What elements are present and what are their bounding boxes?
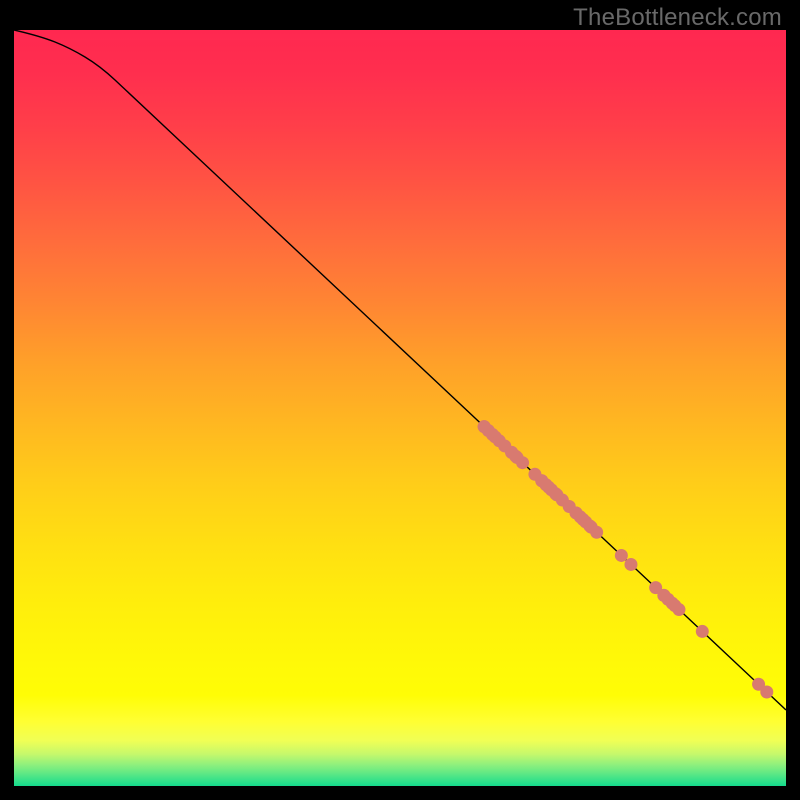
frame-right (786, 0, 800, 800)
chart-background (14, 30, 786, 786)
watermark-text: TheBottleneck.com (573, 4, 782, 32)
frame-left (0, 0, 14, 800)
data-point (516, 456, 529, 469)
chart-stage: TheBottleneck.com (0, 0, 800, 800)
data-point (624, 558, 637, 571)
data-point (760, 685, 773, 698)
data-point (696, 625, 709, 638)
data-point (590, 526, 603, 539)
data-point (672, 603, 685, 616)
frame-bottom (0, 786, 800, 800)
data-point (615, 549, 628, 562)
chart-svg (0, 0, 800, 800)
